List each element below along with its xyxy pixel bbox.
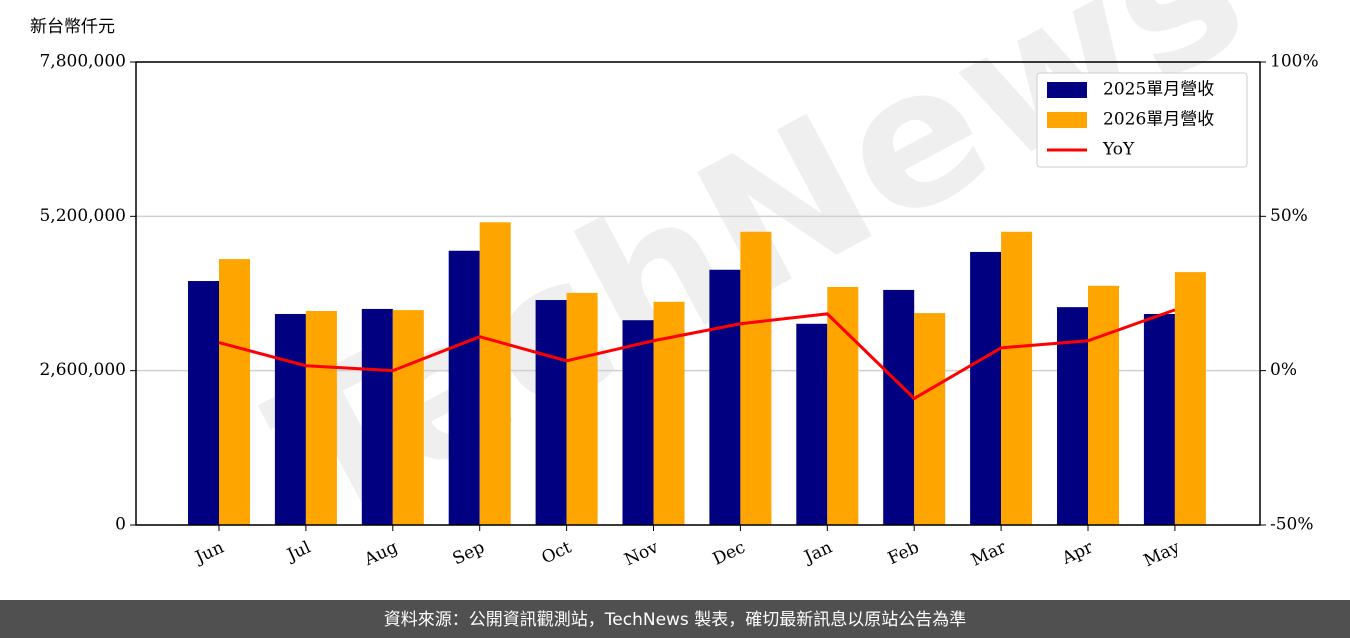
bar (970, 251, 1002, 525)
bar (535, 300, 567, 525)
bar (479, 222, 511, 525)
bar (740, 231, 772, 525)
bar (392, 310, 424, 525)
bar (361, 308, 393, 525)
x-tick-label: Jun (191, 537, 227, 568)
legend: 2025單月營收 2026單月營收 YoY (1036, 72, 1248, 168)
footer-bar (0, 600, 1350, 638)
y-tick-label: 2,600,000 (39, 360, 126, 380)
bar (914, 313, 946, 525)
x-tick-label: Feb (885, 537, 922, 569)
bar (188, 281, 219, 525)
bar (622, 320, 654, 525)
y-tick-label: 5,200,000 (39, 206, 126, 226)
y-tick-label: 0 (115, 515, 126, 535)
line (218, 308, 1176, 401)
bar (448, 250, 480, 525)
x-tick-label: Nov (622, 537, 662, 570)
x-tick-label: Dec (710, 537, 749, 569)
x-tick-label: May (1141, 537, 1183, 571)
bar (796, 323, 828, 525)
x-tick-label: Jan (800, 537, 836, 568)
bar (305, 311, 337, 525)
bar (274, 313, 306, 525)
plot-frame (135, 61, 1261, 526)
x-tick-label: Oct (539, 537, 575, 568)
y2-tick-label: 0% (1270, 360, 1297, 380)
legend-swatch (1047, 82, 1087, 98)
x-tick-label: Mar (968, 537, 1010, 571)
bar (1088, 285, 1119, 525)
bar (1001, 231, 1033, 525)
bar (1174, 272, 1206, 525)
x-tick-label: Jul (283, 537, 314, 566)
bar (1143, 313, 1175, 525)
bar (219, 259, 250, 525)
y-axis-label: 新台幣仟元 (30, 17, 115, 37)
y2-tick-label: 50% (1270, 206, 1308, 226)
y2-tick-label: 100% (1270, 52, 1319, 72)
x-tick-label: Sep (450, 537, 488, 569)
y-tick-label: 7,800,000 (39, 52, 126, 72)
legend-label: 2025單月營收 (1103, 80, 1214, 100)
legend-swatch (1047, 112, 1087, 128)
y2-tick-label: -50% (1270, 515, 1314, 535)
legend-label: YoY (1102, 140, 1135, 160)
legend-label: 2026單月營收 (1103, 110, 1214, 130)
bar (827, 286, 859, 525)
bar (566, 292, 598, 525)
footer: 資料來源：公開資訊觀測站，TechNews 製表，確切最新訊息以原站公告為準 (384, 610, 966, 630)
bar (709, 269, 741, 525)
x-tick-label: Apr (1058, 537, 1097, 569)
bar (883, 289, 915, 525)
legend-box (1036, 72, 1248, 168)
